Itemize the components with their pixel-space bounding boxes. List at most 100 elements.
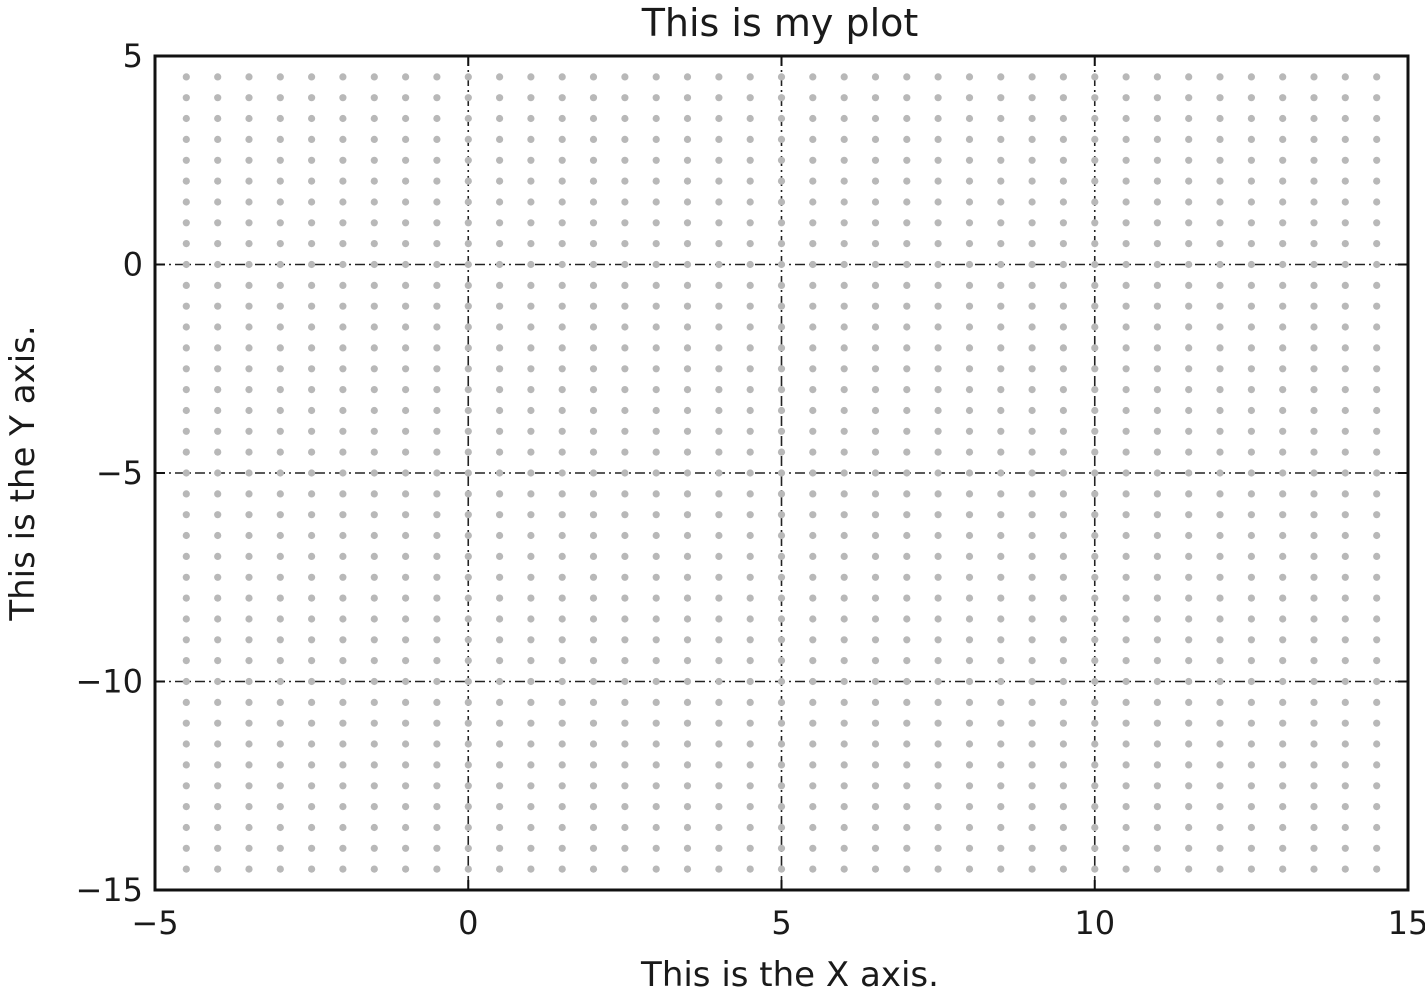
data-point xyxy=(652,719,660,727)
data-point xyxy=(1247,73,1255,81)
data-point xyxy=(245,198,253,206)
data-point xyxy=(182,94,190,102)
data-point xyxy=(402,177,410,185)
data-point xyxy=(903,740,911,748)
data-point xyxy=(402,448,410,456)
data-point xyxy=(746,344,754,352)
data-point xyxy=(997,531,1005,540)
data-point xyxy=(1373,73,1381,81)
data-point xyxy=(1341,406,1349,415)
data-point xyxy=(777,615,786,623)
data-point xyxy=(1279,94,1287,102)
data-point xyxy=(1091,406,1099,415)
data-point xyxy=(1185,73,1193,81)
data-point xyxy=(621,156,629,164)
data-point xyxy=(464,198,472,206)
data-point xyxy=(402,427,410,435)
data-point xyxy=(903,281,911,289)
data-point xyxy=(652,511,660,519)
data-point xyxy=(1341,782,1349,790)
data-point xyxy=(621,281,629,289)
data-point xyxy=(997,740,1005,748)
data-point xyxy=(934,448,942,456)
data-point xyxy=(1028,344,1036,352)
data-point xyxy=(558,156,566,164)
data-point xyxy=(1216,177,1224,185)
data-point xyxy=(308,761,316,769)
data-point xyxy=(746,844,754,852)
data-point xyxy=(683,260,692,269)
data-point xyxy=(1153,636,1161,644)
data-point xyxy=(214,490,222,498)
data-point xyxy=(276,719,284,727)
data-point xyxy=(527,844,535,852)
data-point xyxy=(558,740,566,748)
data-point xyxy=(1310,177,1318,185)
data-point xyxy=(1279,636,1287,644)
data-point xyxy=(809,198,817,206)
data-point xyxy=(715,823,723,832)
data-point xyxy=(1059,260,1067,269)
data-point xyxy=(1247,135,1255,143)
data-point xyxy=(308,573,316,581)
data-point xyxy=(1341,240,1349,248)
data-point xyxy=(903,698,911,707)
data-point xyxy=(1341,531,1349,540)
data-point xyxy=(997,782,1005,790)
data-point xyxy=(1216,94,1224,102)
data-point xyxy=(1153,865,1161,873)
data-point xyxy=(965,114,974,123)
data-point xyxy=(402,135,410,143)
data-point xyxy=(589,469,598,477)
data-point xyxy=(558,657,566,665)
data-point xyxy=(1341,615,1349,623)
data-point xyxy=(339,531,347,540)
data-point xyxy=(245,427,253,435)
data-point xyxy=(1122,531,1130,540)
data-point xyxy=(182,531,190,540)
data-point xyxy=(308,636,316,644)
data-point xyxy=(809,323,817,331)
data-point xyxy=(245,260,253,269)
data-point xyxy=(245,823,253,832)
data-point xyxy=(527,657,535,665)
data-point xyxy=(558,844,566,852)
data-point xyxy=(433,803,441,811)
data-point xyxy=(1122,323,1130,331)
data-point xyxy=(1216,490,1224,498)
data-point xyxy=(1185,448,1193,456)
data-point xyxy=(1091,156,1099,164)
data-point xyxy=(1373,448,1381,456)
data-point xyxy=(871,573,880,581)
data-point xyxy=(840,386,848,394)
data-point xyxy=(245,531,253,540)
data-point xyxy=(1185,240,1193,248)
data-point xyxy=(1373,344,1381,352)
data-point xyxy=(965,823,974,832)
data-point xyxy=(871,365,880,373)
data-point xyxy=(1373,552,1381,561)
data-point xyxy=(308,406,316,415)
data-point xyxy=(339,677,347,686)
data-point xyxy=(1153,844,1161,852)
data-point xyxy=(496,219,504,227)
data-point xyxy=(997,73,1005,81)
data-point xyxy=(245,636,253,644)
data-point xyxy=(903,823,911,832)
data-point xyxy=(1028,94,1036,102)
data-point xyxy=(496,490,504,498)
data-point xyxy=(1091,677,1099,686)
data-point xyxy=(1185,219,1193,227)
data-point xyxy=(1341,636,1349,644)
data-point xyxy=(1091,114,1099,123)
data-point xyxy=(433,844,441,852)
data-point xyxy=(1310,469,1318,477)
data-point xyxy=(1153,698,1161,707)
data-point xyxy=(214,281,222,289)
data-point xyxy=(589,406,598,415)
data-point xyxy=(433,698,441,707)
data-point xyxy=(621,73,629,81)
data-point xyxy=(308,219,316,227)
data-point xyxy=(840,156,848,164)
y-tick-label: −15 xyxy=(75,871,143,909)
